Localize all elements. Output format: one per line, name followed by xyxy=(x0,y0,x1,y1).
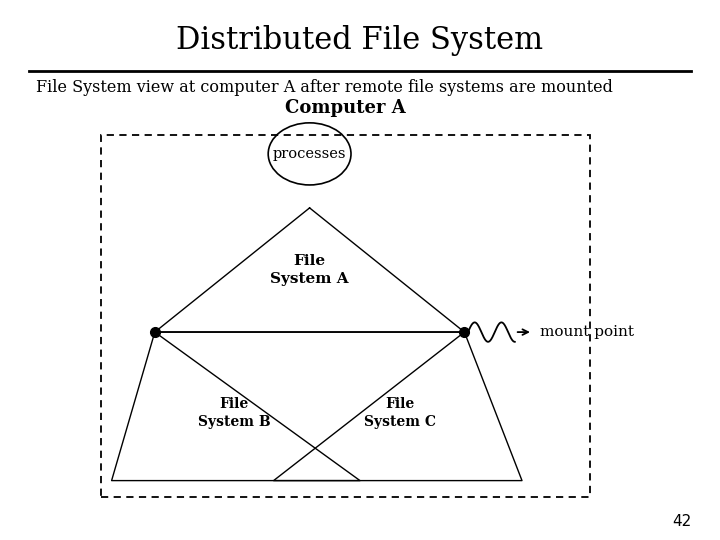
Text: File
System B: File System B xyxy=(198,397,270,429)
Text: processes: processes xyxy=(273,147,346,161)
Text: File
System C: File System C xyxy=(364,397,436,429)
Text: Computer A: Computer A xyxy=(285,99,406,117)
Text: 42: 42 xyxy=(672,514,691,529)
Text: File System view at computer A after remote file systems are mounted: File System view at computer A after rem… xyxy=(36,79,613,96)
Bar xyxy=(101,135,590,497)
Text: File
System A: File System A xyxy=(270,254,349,286)
Text: Distributed File System: Distributed File System xyxy=(176,25,544,56)
Text: mount point: mount point xyxy=(540,325,634,339)
